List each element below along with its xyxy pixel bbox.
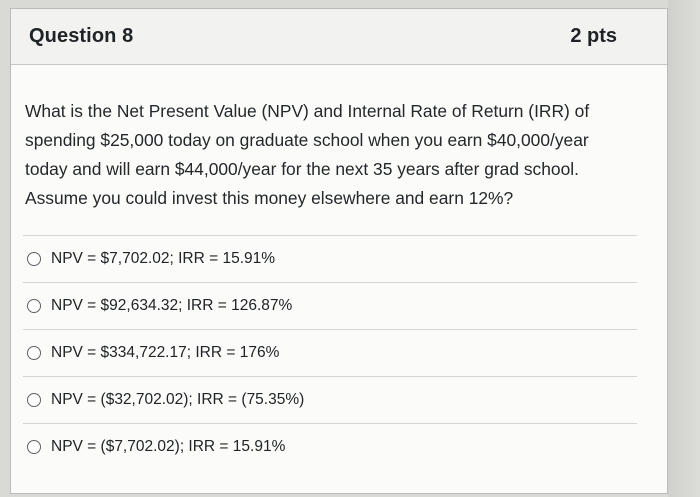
radio-button[interactable] <box>27 252 41 266</box>
answer-label[interactable]: NPV = ($7,702.02); IRR = 15.91% <box>51 438 286 455</box>
answer-option-1[interactable]: NPV = $7,702.02; IRR = 15.91% <box>23 235 637 282</box>
answer-option-2[interactable]: NPV = $92,634.32; IRR = 126.87% <box>23 282 637 329</box>
question-text: What is the Net Present Value (NPV) and … <box>25 101 590 208</box>
answer-list: NPV = $7,702.02; IRR = 15.91% NPV = $92,… <box>11 235 667 470</box>
question-points: 2 pts <box>570 25 617 47</box>
answer-option-4[interactable]: NPV = ($32,702.02); IRR = (75.35%) <box>23 376 637 423</box>
question-card: Question 8 2 pts What is the Net Present… <box>10 8 668 494</box>
answer-label[interactable]: NPV = $7,702.02; IRR = 15.91% <box>51 250 276 267</box>
radio-button[interactable] <box>27 440 41 454</box>
question-title: Question 8 <box>29 25 134 47</box>
answer-label[interactable]: NPV = $92,634.32; IRR = 126.87% <box>51 297 293 314</box>
background-edge <box>668 0 700 497</box>
radio-button[interactable] <box>27 346 41 360</box>
question-header: Question 8 2 pts <box>11 9 667 65</box>
answer-label[interactable]: NPV = $334,722.17; IRR = 176% <box>51 344 280 361</box>
answer-label[interactable]: NPV = ($32,702.02); IRR = (75.35%) <box>51 391 305 408</box>
answer-option-3[interactable]: NPV = $334,722.17; IRR = 176% <box>23 329 637 376</box>
radio-button[interactable] <box>27 393 41 407</box>
radio-button[interactable] <box>27 299 41 313</box>
answer-option-5[interactable]: NPV = ($7,702.02); IRR = 15.91% <box>23 423 637 470</box>
